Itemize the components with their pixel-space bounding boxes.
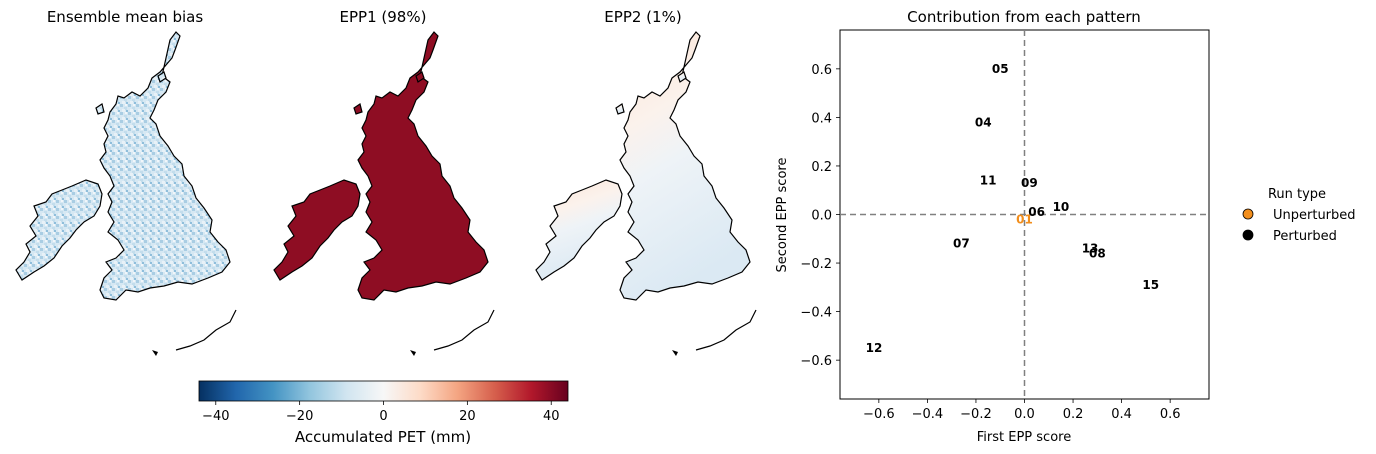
colorbar-tick-label: −20 [286,409,313,424]
x-tick-label: 0.4 [1111,407,1132,422]
x-tick-label: −0.4 [912,407,944,422]
y-tick-label: 0.4 [811,111,832,126]
x-tick-label: 0.6 [1160,407,1181,422]
x-tick-label: 0.2 [1063,407,1084,422]
y-tick-label: −0.6 [800,354,832,369]
map-title: Ensemble mean bias [47,8,204,26]
colorbar-label: Accumulated PET (mm) [295,428,471,446]
legend: Run type Unperturbed Perturbed [1242,187,1356,244]
colorbar-tick-label: −40 [202,409,229,424]
y-tick-label: 0.0 [811,209,832,224]
colorbar-tick-label: 20 [459,409,476,424]
uk-map [273,31,495,356]
uk-map [535,31,757,356]
island-fragment [672,350,678,356]
uk-map [15,31,237,356]
x-axis-label: First EPP score [977,430,1071,445]
point-label-13: 13 [1082,241,1099,255]
x-tick-label: −0.2 [960,407,992,422]
legend-label: Unperturbed [1273,208,1356,223]
uk-landmass [273,31,489,301]
point-label-10: 10 [1053,200,1070,214]
point-label-15: 15 [1142,278,1159,292]
y-tick-label: 0.2 [811,160,832,175]
point-label-06: 06 [1028,205,1045,219]
continent-coastline [433,309,495,351]
legend-marker [1242,208,1254,220]
y-axis-label: Second EPP score [775,158,790,273]
continent-coastline [175,309,237,351]
colorbar-tick-label: 0 [379,409,387,424]
point-label-01: 01 [1016,212,1033,226]
island-fragment [410,350,416,356]
uk-landmass [535,31,751,301]
legend-title: Run type [1268,187,1326,202]
point-label-07: 07 [953,237,970,251]
legend-label: Perturbed [1273,229,1337,244]
uk-landmass [15,31,231,301]
legend-marker [1242,229,1254,241]
x-tick-label: −0.6 [863,407,895,422]
point-label-09: 09 [1021,176,1038,190]
colorbar [198,380,569,402]
y-tick-label: 0.6 [811,63,832,78]
colorbar-tick-label: 40 [543,409,560,424]
point-label-08: 08 [1089,246,1106,260]
point-label-11: 11 [980,174,997,188]
point-label-12: 12 [866,341,883,355]
island-fragment [152,350,158,356]
x-tick-label: 0.0 [1014,407,1035,422]
point-label-04: 04 [975,115,992,129]
point-label-05: 05 [992,62,1009,76]
map-title: EPP1 (98%) [340,8,427,26]
y-tick-label: −0.4 [800,306,832,321]
map-title: EPP2 (1%) [604,8,681,26]
continent-coastline [695,309,757,351]
y-tick-label: −0.2 [800,257,832,272]
scatter-title: Contribution from each pattern [907,8,1141,26]
